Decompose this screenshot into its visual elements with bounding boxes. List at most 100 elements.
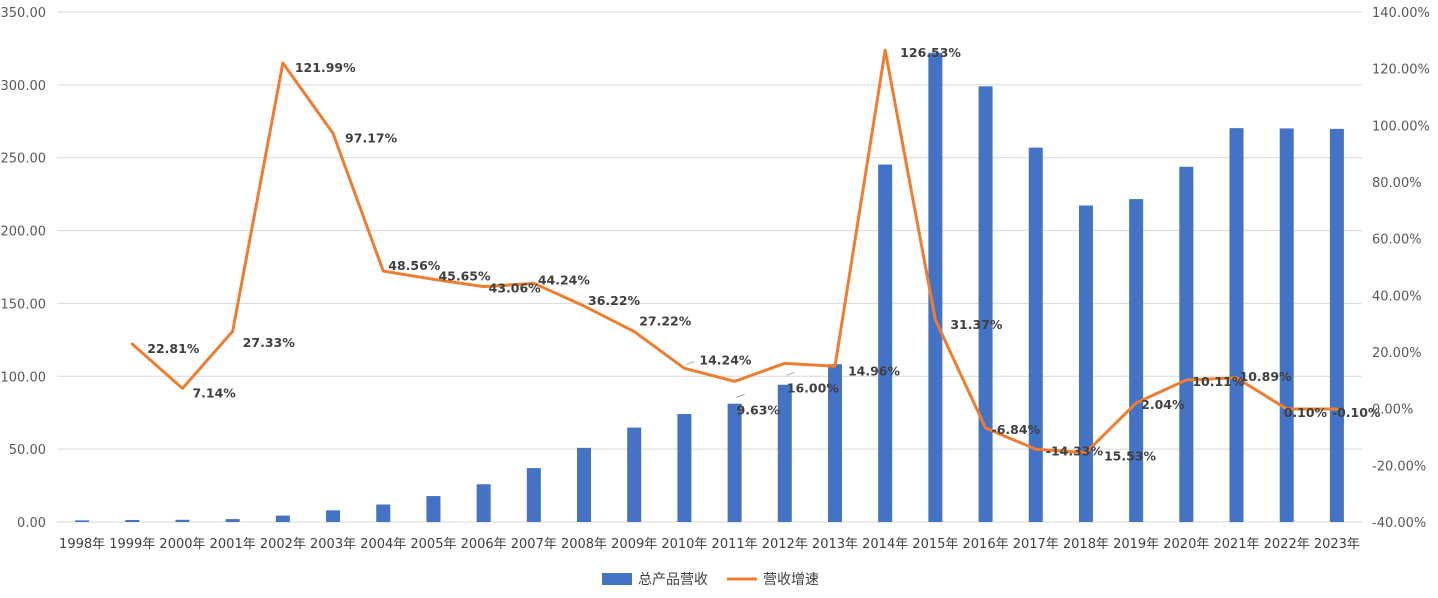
y-right-tick-label: -20.00%	[1372, 459, 1426, 474]
label-leader-line	[786, 371, 795, 376]
x-tick-label: 2010年	[661, 537, 707, 552]
x-tick-label: 2009年	[611, 537, 657, 552]
x-tick-label: 2014年	[862, 537, 908, 552]
bar	[727, 403, 742, 522]
bar	[175, 519, 190, 522]
legend-label-bar: 总产品营收	[638, 572, 708, 588]
y-left-tick-label: 250.00	[1, 152, 47, 167]
line-data-label: 22.81%	[147, 341, 200, 356]
bar	[1028, 147, 1043, 522]
x-tick-label: 2000年	[159, 537, 205, 552]
bar	[827, 364, 842, 522]
bar	[526, 468, 541, 522]
x-tick-label: 2019年	[1113, 537, 1159, 552]
bar	[225, 519, 240, 522]
bar-series	[75, 52, 1344, 523]
line-data-label: 27.22%	[639, 314, 692, 329]
x-axis: 1998年 1999年 2000年 2001年 2002年 2003年 2004年 2005年…	[59, 537, 1360, 552]
bar	[577, 447, 592, 522]
bar	[928, 52, 943, 523]
line-data-label: 14.96%	[848, 363, 901, 378]
data-labels: 22.81% 7.14% 27.33% 121.99% 97.17% 48.56%45.6…	[147, 45, 1381, 464]
x-tick-label: 2007年	[511, 537, 557, 552]
bar	[1179, 166, 1194, 522]
line-data-label: 36.22%	[588, 293, 641, 308]
bar	[777, 384, 792, 522]
line-data-label: 9.63%	[737, 402, 781, 417]
x-tick-label: 2016年	[963, 537, 1009, 552]
x-tick-label: 2022年	[1264, 537, 1310, 552]
leader-lines	[686, 360, 795, 398]
y-right-tick-label: 80.00%	[1372, 176, 1422, 191]
bar	[978, 86, 993, 523]
legend: 总产品营收 营收增速	[602, 572, 819, 588]
bar	[476, 484, 491, 522]
line-data-label: 97.17%	[345, 130, 398, 145]
y-right-tick-label: 0.00%	[1372, 403, 1413, 418]
bar	[1329, 128, 1344, 522]
line-data-label: 27.33%	[243, 335, 296, 350]
x-tick-label: 2006年	[461, 537, 507, 552]
label-leader-line	[736, 393, 745, 398]
x-tick-label: 2005年	[410, 537, 456, 552]
x-tick-label: 1998年	[59, 537, 105, 552]
x-tick-label: 2003年	[310, 537, 356, 552]
bar	[627, 427, 642, 522]
y-right-tick-label: 120.00%	[1372, 63, 1430, 78]
y-right-tick-label: 140.00%	[1372, 6, 1430, 21]
line-data-label: -14.33%	[1046, 443, 1104, 458]
y-axis-right: -40.00% -20.00% 0.00% 20.00% 40.00% 60.00% 80.…	[1372, 6, 1430, 531]
bar	[677, 414, 692, 522]
line-data-label: 44.24%	[538, 272, 591, 287]
x-tick-label: 2004年	[360, 537, 406, 552]
line-data-label: 126.53%	[900, 45, 961, 60]
bar	[878, 164, 893, 522]
line-data-label: 10.11%	[1192, 374, 1245, 389]
x-tick-label: 2020年	[1163, 537, 1209, 552]
x-tick-label: 2013年	[812, 537, 858, 552]
y-right-tick-label: 20.00%	[1372, 346, 1422, 361]
line-data-label: -6.84%	[992, 422, 1041, 437]
y-left-tick-label: 350.00	[1, 6, 47, 21]
bar	[1078, 205, 1093, 522]
y-left-tick-label: 150.00	[1, 297, 47, 312]
line-data-label: 31.37%	[950, 317, 1003, 332]
bar	[1229, 128, 1244, 523]
x-tick-label: 2002年	[260, 537, 306, 552]
bar	[275, 515, 290, 522]
x-tick-label: 2021年	[1213, 537, 1259, 552]
bar	[1129, 199, 1144, 522]
y-axis-left: 0.00 50.00 100.00 150.00 200.00 250.00 300.00 3…	[1, 6, 47, 531]
line-data-label: 7.14%	[192, 385, 236, 400]
line-data-label: 0.10%	[1284, 405, 1328, 420]
bar	[376, 504, 391, 522]
line-data-label: 16.00%	[787, 380, 840, 395]
x-tick-label: 2018年	[1063, 537, 1109, 552]
x-tick-label: 2001年	[210, 537, 256, 552]
x-tick-label: 1999年	[109, 537, 155, 552]
gridlines	[57, 11, 1362, 523]
bar	[326, 510, 341, 522]
line-data-label: 48.56%	[388, 258, 441, 273]
y-left-tick-label: 0.00	[17, 516, 46, 531]
line-data-label: -0.10%	[1332, 405, 1381, 420]
line-data-label: 45.65%	[438, 268, 491, 283]
y-left-tick-label: 50.00	[9, 443, 46, 458]
line-data-label: 2.04%	[1141, 397, 1185, 412]
y-right-tick-label: 40.00%	[1372, 289, 1422, 304]
bar	[1279, 128, 1294, 522]
y-left-tick-label: 200.00	[1, 225, 47, 240]
legend-swatch-bar	[602, 573, 632, 585]
y-right-tick-label: 60.00%	[1372, 233, 1422, 248]
line-data-label: 10.89%	[1240, 369, 1293, 384]
bar	[125, 519, 140, 522]
line-data-label: 14.24%	[699, 352, 752, 367]
y-right-tick-label: -40.00%	[1372, 516, 1426, 531]
x-tick-label: 2012年	[762, 537, 808, 552]
line-series	[130, 48, 1339, 455]
line-data-label: 15.53%	[1104, 449, 1157, 464]
label-leader-line	[686, 360, 695, 365]
x-tick-label: 2015年	[912, 537, 958, 552]
